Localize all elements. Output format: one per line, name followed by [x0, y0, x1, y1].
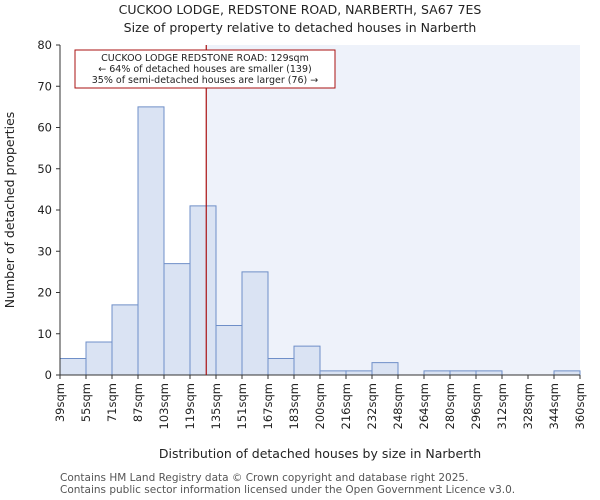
bar-4: [163, 263, 191, 376]
bar-15: [449, 370, 477, 376]
footer-line-1: Contains HM Land Registry data © Crown c…: [60, 472, 469, 484]
x-tick-label: 344sqm: [547, 383, 561, 429]
x-tick-label: 87sqm: [131, 383, 145, 422]
x-axis-label: Distribution of detached houses by size …: [159, 446, 481, 461]
plot-area: 0 10 20 30 40 50 60 70 80 39sqm 55sqm 71sqm 87sqm 103…: [37, 38, 587, 429]
x-tick-label: 167sqm: [261, 383, 275, 429]
y-tick-label: 40: [37, 203, 52, 217]
bar-6: [215, 325, 243, 376]
annotation-line-2: ← 64% of detached houses are smaller (13…: [98, 64, 311, 75]
bar-2: [111, 304, 139, 376]
annotation-box: [74, 49, 336, 89]
chart-title-line-2: Size of property relative to detached ho…: [124, 20, 477, 35]
x-tick-label: 55sqm: [79, 383, 93, 422]
x-tick-label: 216sqm: [339, 383, 353, 429]
x-tick-label: 248sqm: [391, 383, 405, 429]
y-tick-label: 0: [45, 368, 52, 382]
chart-title-line-1: CUCKOO LODGE, REDSTONE ROAD, NARBERTH, S…: [119, 2, 482, 17]
y-tick-label: 70: [37, 79, 52, 93]
x-tick-label: 39sqm: [53, 383, 67, 422]
bar-7: [241, 271, 269, 376]
y-tick-label: 20: [37, 286, 52, 300]
footer-line-2: Contains public sector information licen…: [60, 484, 516, 496]
x-tick-label: 200sqm: [313, 383, 327, 429]
x-tick-label: 360sqm: [573, 383, 587, 429]
bar-5: [189, 205, 217, 376]
bar-19: [553, 370, 581, 376]
bar-10: [319, 370, 347, 376]
y-tick-label: 50: [37, 162, 52, 176]
bar-16: [475, 370, 503, 376]
x-tick-label: 183sqm: [287, 383, 301, 429]
annotation-line-1: CUCKOO LODGE REDSTONE ROAD: 129sqm: [101, 53, 309, 64]
highlight-region: [206, 45, 580, 375]
y-tick-label: 30: [37, 244, 52, 258]
annotation-line-3: 35% of semi-detached houses are larger (…: [92, 75, 319, 86]
bar-12: [371, 362, 399, 376]
y-tick-label: 10: [37, 327, 52, 341]
x-tick-label: 135sqm: [209, 383, 223, 429]
bar-0: [59, 358, 87, 376]
bar-1: [85, 341, 113, 376]
y-tick-label: 80: [37, 38, 52, 52]
bar-14: [423, 370, 451, 376]
x-tick-label: 232sqm: [365, 383, 379, 429]
x-tick-label: 328sqm: [521, 383, 535, 429]
x-tick-label: 103sqm: [157, 383, 171, 429]
x-tick-label: 280sqm: [443, 383, 457, 429]
bar-8: [267, 358, 295, 376]
x-tick-label: 296sqm: [469, 383, 483, 429]
y-tick-label: 60: [37, 121, 52, 135]
x-tick-label: 312sqm: [495, 383, 509, 429]
y-axis-label: Number of detached properties: [2, 112, 17, 309]
x-tick-label: 119sqm: [183, 383, 197, 429]
bar-9: [293, 345, 321, 376]
x-tick-label: 71sqm: [105, 383, 119, 422]
x-tick-label: 151sqm: [235, 383, 249, 429]
bar-3: [137, 106, 165, 376]
x-tick-label: 264sqm: [417, 383, 431, 429]
bar-11: [345, 370, 373, 376]
